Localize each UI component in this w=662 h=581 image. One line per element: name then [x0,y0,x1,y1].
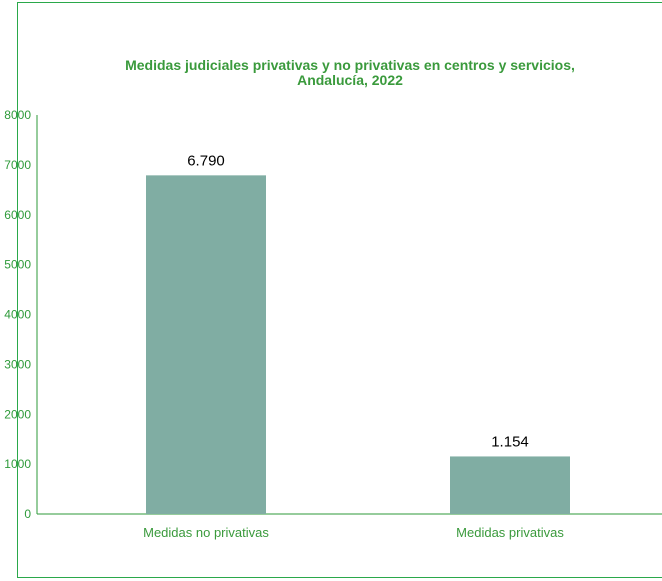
data-label: 6.790 [187,152,225,169]
category-labels: Medidas no privativas Medidas privativas [143,525,564,540]
y-tick-label: 3000 [4,357,31,371]
y-tick-label: 6000 [4,208,31,222]
y-tick-label: 4000 [4,308,31,322]
bar [146,175,266,514]
bar [450,456,570,514]
y-tick-label: 2000 [4,407,31,421]
y-tick-labels: 0 1000 2000 3000 4000 5000 6000 7000 8000 [4,108,31,521]
bars [146,175,570,514]
y-tick-label: 7000 [4,158,31,172]
chart-title: Medidas judiciales privativas y no priva… [125,57,575,88]
y-tick-label: 1000 [4,457,31,471]
category-label: Medidas no privativas [143,525,269,540]
y-tick-label: 8000 [4,108,31,122]
y-tick-label: 0 [24,507,31,521]
category-label: Medidas privativas [456,525,564,540]
y-tick-label: 5000 [4,258,31,272]
data-labels: 6.790 1.154 [187,152,529,450]
data-label: 1.154 [491,433,529,450]
